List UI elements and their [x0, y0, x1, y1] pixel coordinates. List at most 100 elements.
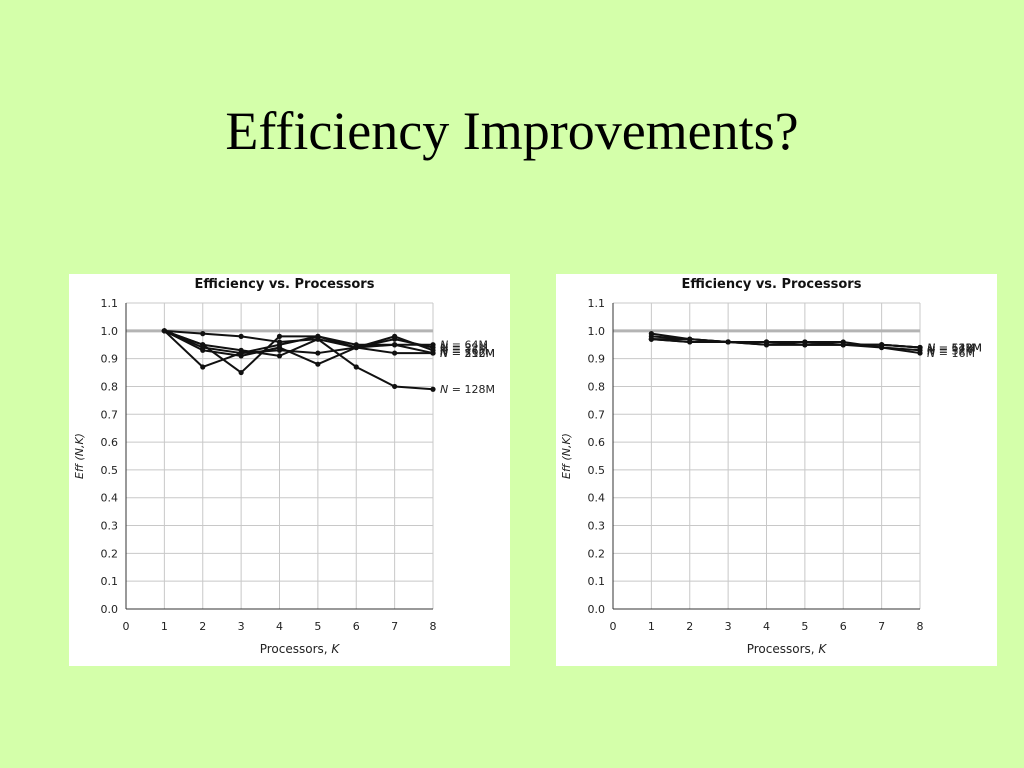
- data-point: [276, 339, 283, 345]
- series-label: N = 16M: [927, 347, 975, 360]
- series-path: [163, 329, 434, 366]
- data-point: [200, 342, 206, 348]
- series-label: N = 128M: [440, 383, 495, 396]
- x-tick-label: 5: [801, 620, 808, 633]
- x-tick-label: 6: [840, 620, 847, 633]
- x-tick-label: 0: [123, 620, 130, 633]
- data-point: [392, 333, 398, 339]
- y-tick-label: 0.0: [101, 603, 119, 616]
- y-tick-label: 1.1: [101, 297, 119, 310]
- series-line: [648, 336, 923, 356]
- series-path: [164, 329, 434, 391]
- chart-panel-right: Efficiency vs. Processors 0 1 2 3 4 5 6 7 8 0.0 0.1…: [556, 274, 997, 666]
- y-tick-label: 0.3: [588, 520, 606, 533]
- y-tick-label: 0.9: [588, 353, 606, 366]
- y-tick-label: 0.6: [588, 436, 606, 449]
- series-path: [164, 329, 434, 374]
- data-point: [392, 342, 398, 348]
- x-axis-label: Processors, K: [260, 642, 341, 656]
- data-point: [392, 350, 398, 356]
- data-point: [353, 344, 359, 351]
- series-label: N = 32M: [927, 344, 975, 357]
- data-point: [430, 386, 436, 392]
- data-point: [392, 383, 398, 390]
- x-tick-label: 8: [917, 620, 924, 633]
- efficiency-chart-left: Efficiency vs. Processors 0 1 2 3 4 5 6 7 8 0.0 0.1…: [73, 277, 495, 656]
- y-tick-label: 0.4: [101, 492, 119, 505]
- data-point: [200, 347, 206, 353]
- series-path: [164, 329, 434, 357]
- chart-title: Efficiency vs. Processors: [682, 277, 862, 292]
- y-tick-label: 0.9: [101, 353, 119, 366]
- x-tick-label: 1: [161, 620, 168, 633]
- x-tick-label: 3: [725, 620, 732, 633]
- series-label: N = 128M: [927, 342, 982, 355]
- data-point: [763, 342, 770, 348]
- y-tick-label: 0.7: [588, 408, 606, 421]
- data-point: [917, 350, 923, 356]
- series-label: N = 16M: [440, 344, 488, 357]
- x-tick-label: 2: [686, 620, 693, 633]
- series-label: N = 64M: [440, 339, 488, 352]
- data-point: [353, 364, 359, 370]
- y-tick-label: 0.2: [588, 547, 606, 560]
- y-tick-label: 0.2: [101, 547, 119, 560]
- data-point: [725, 339, 731, 345]
- y-tick-label: 1.1: [588, 297, 606, 310]
- x-tick-label: 7: [878, 620, 885, 633]
- x-tick-label: 4: [276, 620, 283, 633]
- slide-title: Efficiency Improvements?: [225, 101, 799, 161]
- x-tick-label: 8: [430, 620, 437, 633]
- x-tick-label: 6: [353, 620, 360, 633]
- data-point: [315, 336, 321, 342]
- data-point: [238, 369, 244, 376]
- y-tick-label: 0.5: [101, 464, 119, 477]
- data-point: [200, 331, 206, 337]
- x-tick-label: 4: [763, 620, 770, 633]
- data-point: [276, 353, 283, 359]
- data-point: [879, 344, 885, 351]
- chart-panel-left: Efficiency vs. Processors 0 1 2 3 4 5 6 7 8 0.0 0.1…: [69, 274, 510, 666]
- data-point: [238, 333, 244, 339]
- data-point: [687, 339, 693, 345]
- chart-title: Efficiency vs. Processors: [195, 277, 375, 292]
- x-tick-label: 2: [199, 620, 206, 633]
- x-tick-label: 7: [391, 620, 398, 633]
- data-point: [276, 347, 283, 353]
- y-tick-label: 0.8: [101, 380, 119, 393]
- x-tick-label: 0: [610, 620, 617, 633]
- data-point: [238, 350, 244, 356]
- data-point: [200, 364, 206, 370]
- data-point: [802, 342, 808, 348]
- y-tick-label: 1.0: [588, 325, 606, 338]
- y-tick-label: 0.0: [588, 603, 606, 616]
- y-tick-label: 1.0: [101, 325, 119, 338]
- series-label: N = 32M: [440, 342, 488, 355]
- data-point: [315, 350, 321, 356]
- series-label: N = 64M: [927, 342, 975, 355]
- series-path: [163, 330, 433, 368]
- series-label: N = 512M: [927, 342, 982, 355]
- efficiency-chart-right: Efficiency vs. Processors 0 1 2 3 4 5 6 7 8 0.0 0.1…: [560, 277, 982, 656]
- data-point: [840, 342, 846, 348]
- x-axis-label: Processors, K: [747, 642, 828, 656]
- x-tick-label: 1: [648, 620, 655, 633]
- y-tick-label: 0.7: [101, 408, 119, 421]
- x-tick-label: 5: [314, 620, 321, 633]
- data-point: [315, 361, 321, 367]
- data-point: [276, 333, 283, 339]
- y-tick-label: 0.1: [588, 575, 606, 588]
- y-tick-label: 0.6: [101, 436, 119, 449]
- y-tick-label: 0.3: [101, 520, 119, 533]
- series-label: N = 512M: [440, 347, 495, 360]
- series-line: [161, 328, 436, 392]
- data-point: [648, 336, 654, 342]
- data-point: [430, 350, 436, 356]
- y-tick-label: 0.5: [588, 464, 606, 477]
- y-tick-label: 0.1: [101, 575, 119, 588]
- y-tick-label: 0.4: [588, 492, 606, 505]
- series-path: [651, 338, 921, 355]
- series-label: N = 256M: [440, 347, 495, 360]
- data-point: [161, 328, 167, 334]
- y-axis-label: Eff (N,K): [73, 433, 86, 479]
